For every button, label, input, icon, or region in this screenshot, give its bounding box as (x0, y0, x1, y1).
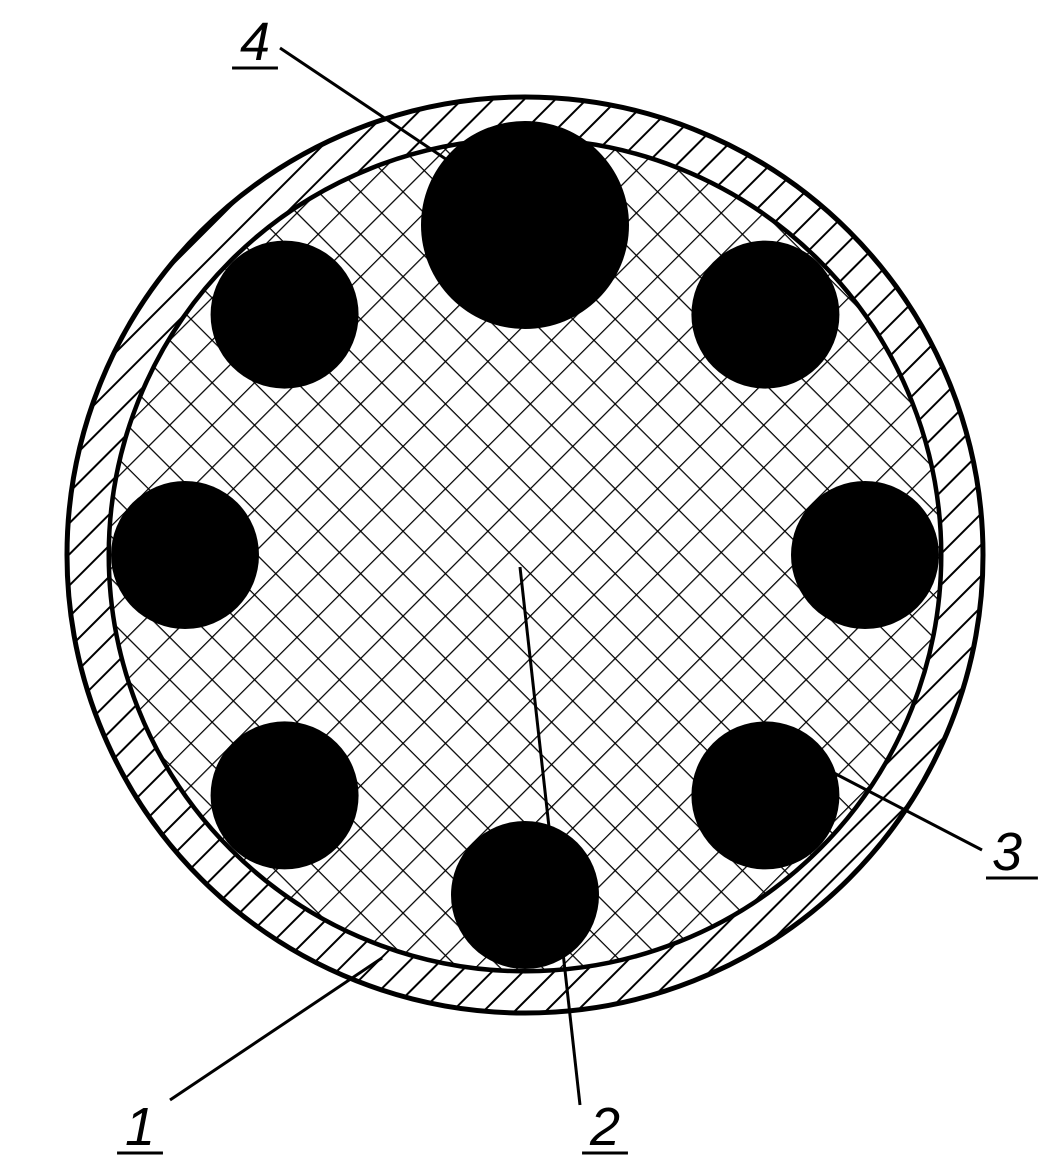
small-circle (211, 721, 359, 869)
small-circle (691, 721, 839, 869)
label-3: 3 (992, 822, 1022, 882)
small-circle (691, 241, 839, 389)
small-circle (451, 821, 599, 969)
label-2: 2 (589, 1097, 620, 1157)
label-4: 4 (240, 12, 270, 72)
small-circle (791, 481, 939, 629)
label-1: 1 (125, 1097, 155, 1157)
large-circle (421, 121, 629, 329)
small-circle (211, 241, 359, 389)
small-circle (111, 481, 259, 629)
